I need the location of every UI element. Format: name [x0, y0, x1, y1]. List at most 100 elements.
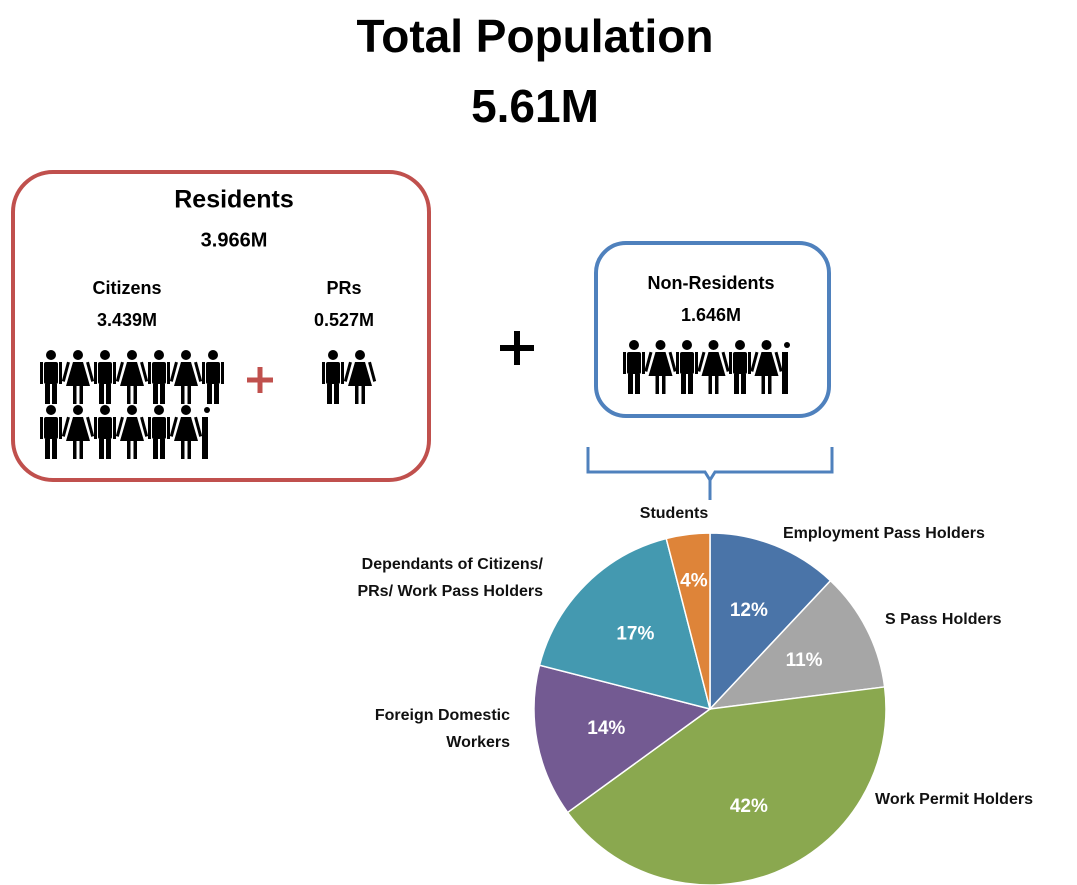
body	[648, 352, 673, 376]
leg	[628, 374, 633, 394]
arm	[221, 362, 224, 384]
leg	[734, 374, 739, 394]
leg	[133, 386, 137, 404]
head	[655, 340, 666, 350]
people-icons	[40, 340, 790, 459]
person-icon	[115, 405, 149, 459]
person-icon	[169, 405, 203, 459]
slice-label: 12%	[730, 600, 768, 621]
pie-slice	[708, 579, 886, 711]
head	[629, 340, 639, 350]
residents-total: 3.966M	[201, 229, 268, 251]
person-icon	[169, 350, 203, 404]
body	[754, 352, 779, 376]
non-residents-title: Non-Residents	[647, 273, 774, 293]
arm	[695, 352, 698, 374]
leg	[761, 376, 765, 394]
leg	[688, 374, 693, 394]
body	[152, 362, 166, 384]
person-icon	[676, 340, 698, 394]
person-icon	[322, 350, 344, 404]
arm	[322, 362, 325, 384]
arm	[94, 417, 97, 439]
leg	[181, 441, 185, 459]
head	[181, 405, 191, 415]
title: Total Population	[357, 10, 714, 62]
body	[66, 417, 90, 441]
body	[326, 362, 340, 384]
leg	[768, 376, 772, 394]
leg	[708, 376, 712, 394]
leg	[361, 386, 365, 404]
leg	[127, 441, 131, 459]
body	[206, 362, 220, 384]
arm	[61, 416, 70, 437]
category-label: Dependants of Citizens/ PRs/ Work Pass H…	[357, 556, 543, 600]
body	[98, 362, 112, 384]
leg	[99, 384, 104, 404]
person-icon	[697, 340, 730, 394]
arm	[697, 351, 706, 372]
partial-body	[782, 352, 788, 394]
leg	[73, 441, 77, 459]
bracket	[586, 447, 834, 500]
partial-person	[782, 342, 790, 394]
partial-body	[202, 417, 208, 459]
pie: 12% 11% 42% 14% 17% 4%	[533, 532, 887, 885]
body	[680, 352, 694, 374]
person-icon	[40, 405, 62, 459]
arm	[748, 352, 751, 374]
arm	[642, 352, 645, 374]
pie-slice	[533, 664, 712, 814]
body	[44, 417, 58, 439]
slice-label: 11%	[786, 650, 823, 671]
head	[735, 340, 745, 350]
head	[46, 405, 56, 415]
body	[152, 417, 166, 439]
leg	[160, 439, 165, 459]
head	[154, 350, 164, 360]
red-plus	[247, 367, 273, 393]
body	[174, 417, 198, 441]
body	[98, 417, 112, 439]
leg	[741, 374, 746, 394]
category-label: Foreign Domestic Workers	[374, 707, 510, 751]
category-label: S Pass Holders	[885, 611, 1002, 628]
slice-label: 42%	[730, 796, 768, 817]
arm	[40, 417, 43, 439]
head	[355, 350, 365, 360]
leg	[160, 384, 165, 404]
body	[44, 362, 58, 384]
head	[181, 350, 191, 360]
head	[761, 340, 772, 350]
head	[73, 405, 83, 415]
person-icon	[202, 350, 224, 404]
residents-title: Residents	[174, 186, 293, 214]
head	[328, 350, 338, 360]
person-icon	[750, 340, 783, 394]
arm	[644, 351, 653, 372]
person-icon	[94, 405, 116, 459]
leg	[99, 439, 104, 459]
body	[627, 352, 641, 374]
body	[120, 417, 144, 441]
person-icon	[61, 405, 95, 459]
arm	[86, 361, 95, 382]
residents-box	[11, 170, 431, 482]
person-icon	[61, 350, 95, 404]
body	[120, 362, 144, 386]
arm	[167, 417, 170, 439]
person-icon	[40, 350, 62, 404]
category-label: Students	[639, 505, 709, 522]
arm	[115, 416, 124, 437]
arm	[167, 362, 170, 384]
arm	[676, 352, 679, 374]
leg	[127, 386, 131, 404]
leg	[79, 386, 83, 404]
leg	[655, 376, 659, 394]
leg	[214, 384, 219, 404]
non-residents-box	[594, 241, 831, 418]
leg	[681, 374, 686, 394]
leg	[153, 384, 158, 404]
